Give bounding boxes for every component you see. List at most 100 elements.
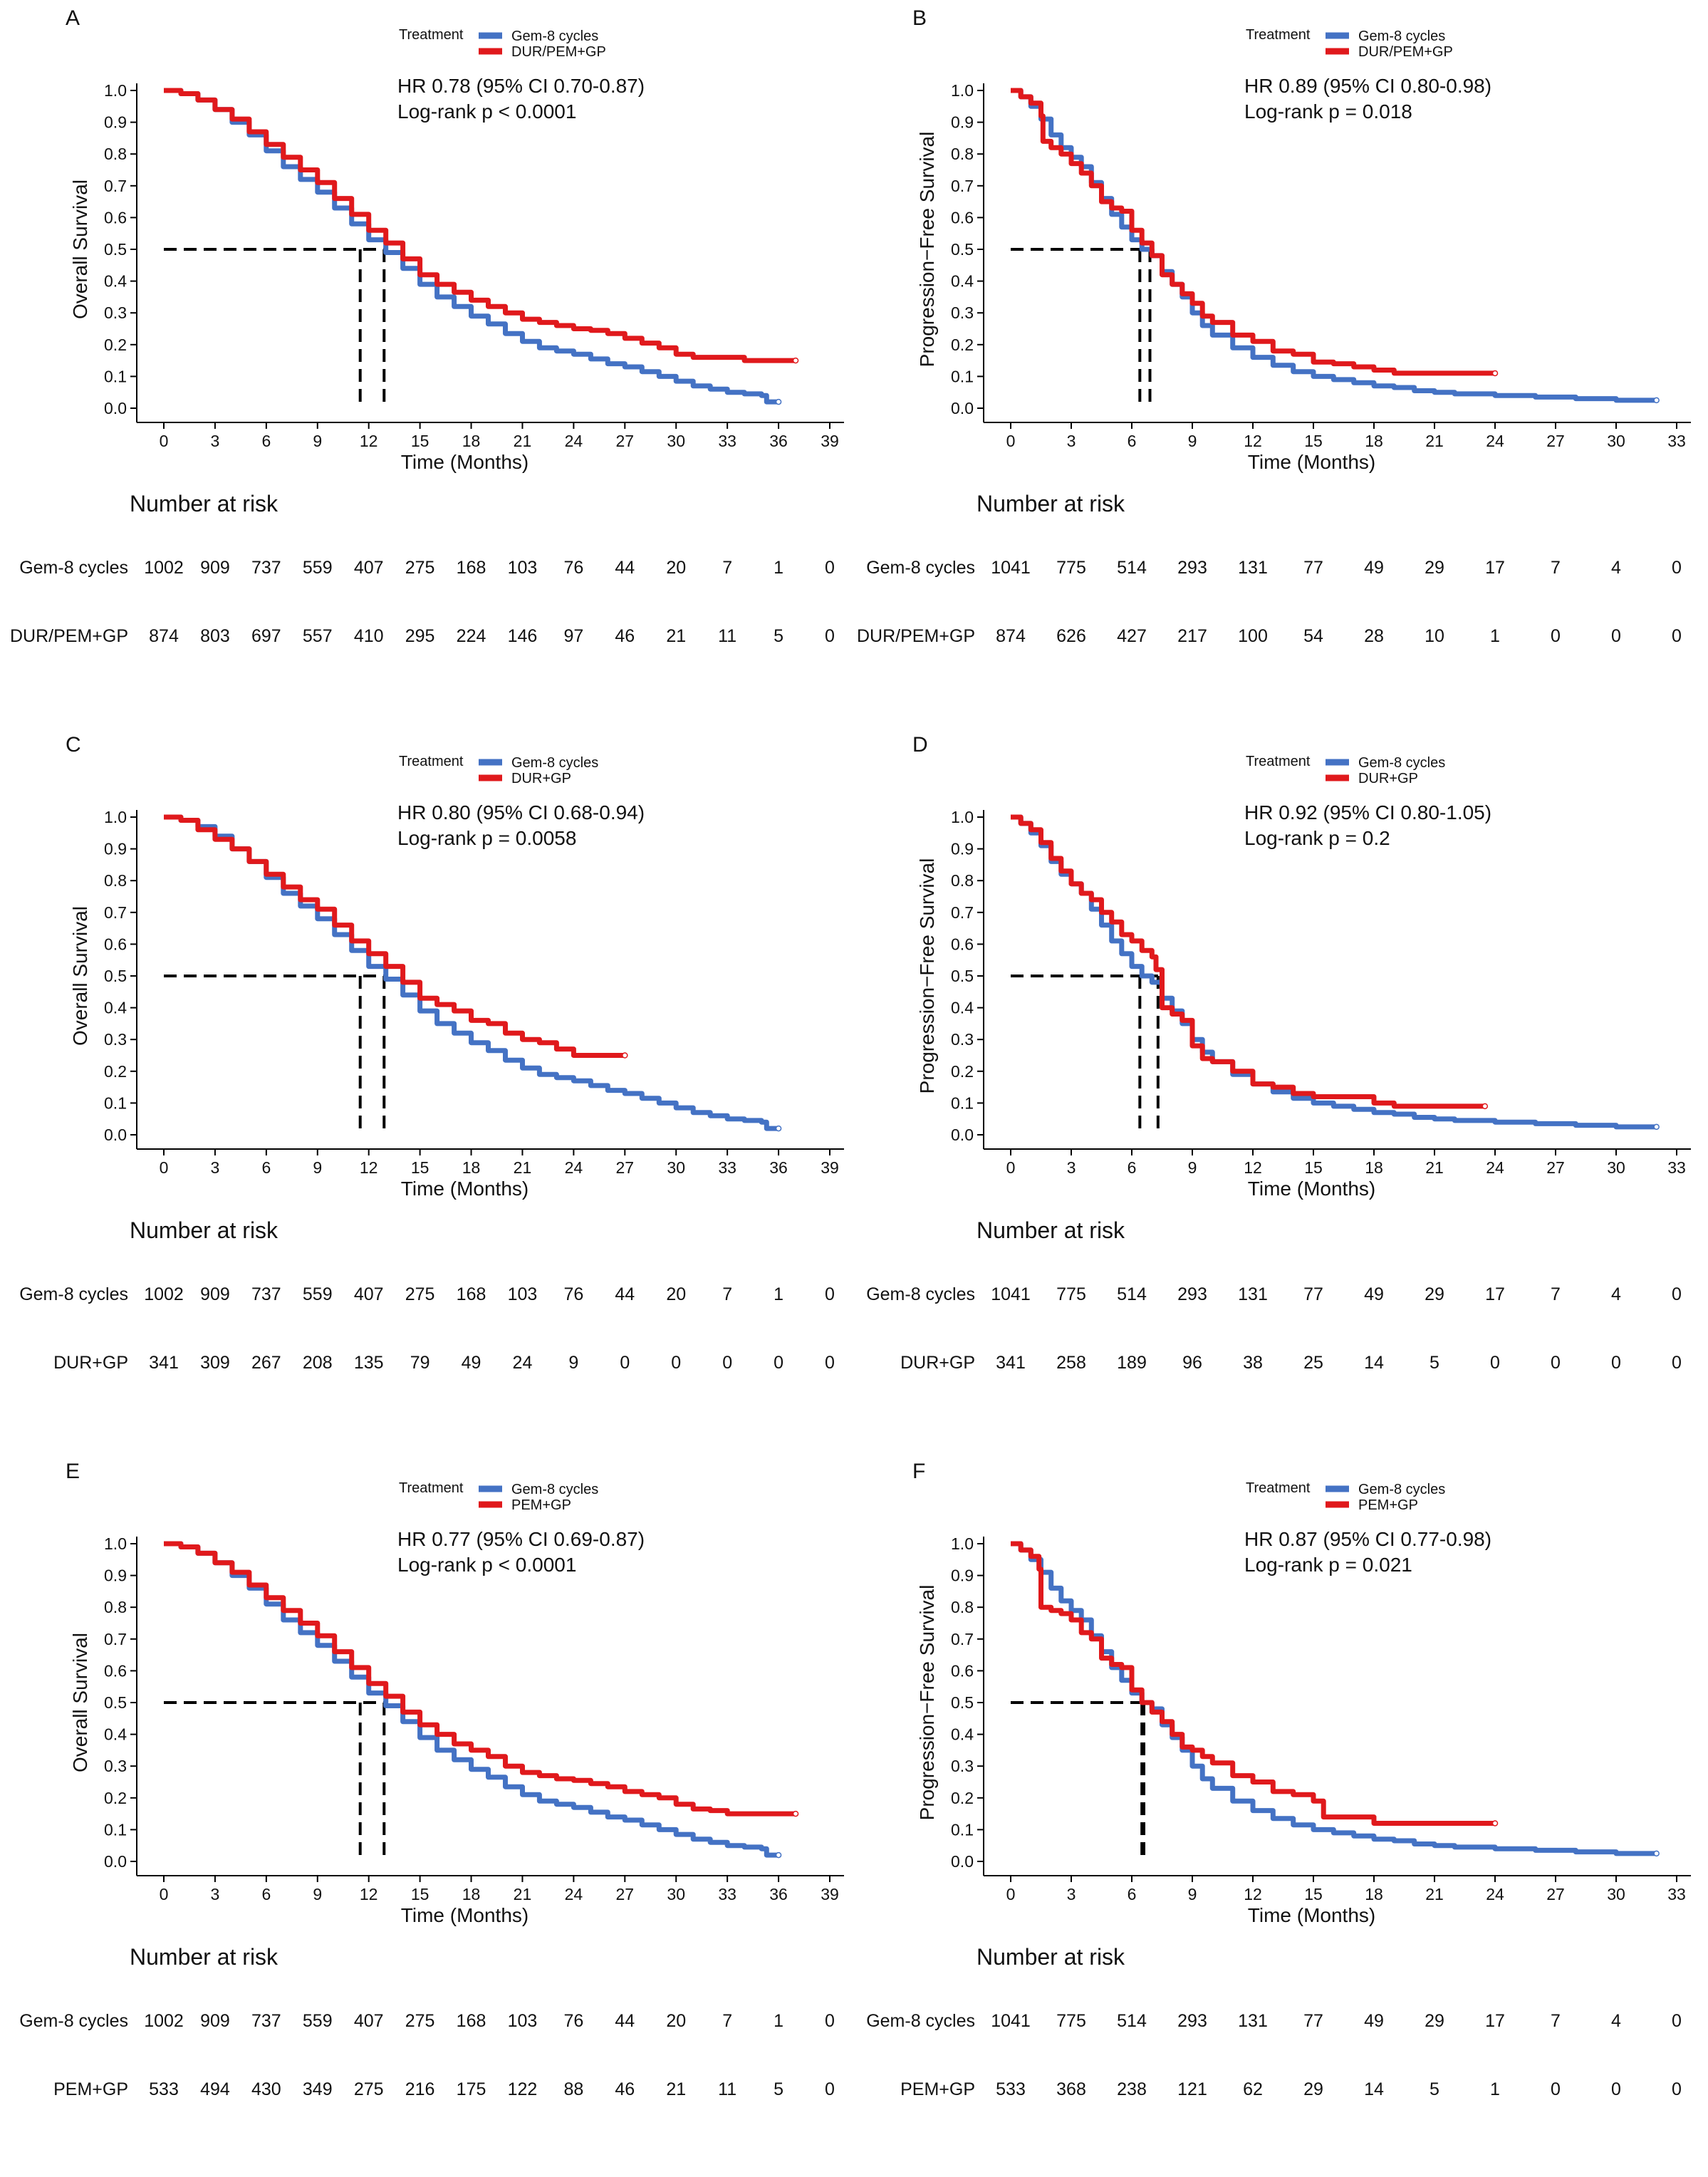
risk-table-title: Number at risk: [977, 1217, 1125, 1243]
y-tick-label: 0.8: [104, 145, 127, 163]
y-tick-label: 0.4: [104, 1725, 127, 1744]
x-tick-label: 12: [360, 1885, 378, 1903]
x-tick-label: 3: [211, 1885, 220, 1903]
x-tick-label: 0: [160, 432, 169, 450]
risk-cell: 275: [405, 2011, 435, 2031]
x-tick-label: 24: [565, 1885, 583, 1903]
risk-cell: 407: [354, 558, 384, 578]
risk-cell: 76: [563, 2011, 583, 2031]
risk-cell: 0: [774, 1353, 783, 1373]
risk-cell: 341: [996, 1353, 1026, 1373]
x-axis-title: Time (Months): [401, 1904, 528, 1926]
risk-cell: 737: [251, 2011, 281, 2031]
risk-row-label: DUR+GP: [900, 1353, 975, 1373]
risk-cell: 77: [1303, 558, 1323, 578]
y-tick-label: 0.0: [951, 1126, 974, 1144]
y-tick-label: 0.1: [104, 1093, 127, 1112]
survival-curve-pem-gp: [1011, 1541, 1495, 1826]
risk-cell: 0: [1551, 2079, 1561, 2099]
x-tick-label: 12: [1244, 432, 1262, 450]
legend-label: PEM+GP: [511, 1497, 571, 1513]
x-tick-label: 12: [1244, 1885, 1262, 1903]
risk-table-title: Number at risk: [977, 491, 1125, 516]
y-axis-title: Overall Survival: [69, 1633, 91, 1772]
risk-cell: 62: [1243, 2079, 1263, 2099]
x-tick-label: 0: [160, 1885, 169, 1903]
risk-cell: 46: [615, 626, 635, 646]
x-tick-label: 0: [1006, 432, 1016, 450]
survival-curve-gem-8-cycles: [1011, 88, 1657, 403]
risk-cell: 533: [996, 2079, 1026, 2099]
legend-label: DUR+GP: [1358, 771, 1418, 786]
x-tick-label: 12: [360, 432, 378, 450]
logrank-p-text: Log-rank p = 0.2: [1244, 827, 1390, 849]
risk-cell: 430: [251, 2079, 281, 2099]
risk-cell: 309: [200, 1353, 230, 1373]
x-tick-label: 6: [261, 432, 271, 450]
risk-cell: 275: [405, 558, 435, 578]
risk-cell: 7: [722, 1284, 732, 1304]
risk-cell: 267: [251, 1353, 281, 1373]
y-tick-label: 0.5: [951, 1693, 974, 1712]
risk-cell: 368: [1056, 2079, 1086, 2099]
panel-letter: C: [66, 733, 81, 757]
risk-cell: 238: [1117, 2079, 1147, 2099]
risk-cell: 909: [200, 2011, 230, 2031]
risk-cell: 1: [774, 2011, 783, 2031]
y-tick-label: 0.2: [951, 336, 974, 354]
risk-cell: 14: [1364, 2079, 1384, 2099]
x-tick-label: 6: [1128, 432, 1137, 450]
x-tick-label: 12: [1244, 1158, 1262, 1177]
legend-label: Gem-8 cycles: [511, 1482, 598, 1497]
survival-curve-gem-8-cycles: [1011, 1541, 1657, 1856]
risk-cell: 29: [1425, 2011, 1444, 2031]
survival-curve-gem-8-cycles: [164, 1541, 779, 1858]
risk-row-label: Gem-8 cycles: [866, 2011, 975, 2031]
risk-row-label: PEM+GP: [53, 2079, 128, 2099]
x-tick-label: 18: [1365, 432, 1383, 450]
risk-cell: 29: [1425, 1284, 1444, 1304]
risk-cell: 10: [1425, 626, 1444, 646]
y-tick-label: 0.7: [104, 903, 127, 922]
risk-cell: 131: [1238, 558, 1268, 578]
x-tick-label: 0: [1006, 1158, 1016, 1177]
survival-curve-gem-8-cycles: [164, 88, 779, 405]
x-tick-label: 9: [1188, 1885, 1197, 1903]
risk-cell: 121: [1177, 2079, 1207, 2099]
y-tick-label: 0.7: [104, 177, 127, 195]
y-tick-label: 0.0: [951, 399, 974, 417]
risk-cell: 44: [615, 558, 635, 578]
survival-curve-dur-gp: [1011, 814, 1485, 1109]
logrank-p-text: Log-rank p < 0.0001: [397, 100, 576, 123]
x-tick-label: 18: [462, 1885, 481, 1903]
risk-cell: 17: [1485, 2011, 1505, 2031]
x-tick-label: 21: [1425, 432, 1444, 450]
risk-cell: 224: [457, 626, 486, 646]
legend-label: DUR/PEM+GP: [511, 44, 606, 60]
legend-label: DUR/PEM+GP: [1358, 44, 1453, 60]
y-tick-label: 0.9: [951, 1566, 974, 1585]
risk-table-title: Number at risk: [130, 1217, 278, 1243]
y-tick-label: 1.0: [951, 808, 974, 826]
risk-cell: 103: [508, 2011, 538, 2031]
risk-cell: 0: [1490, 1353, 1500, 1373]
risk-cell: 1: [1490, 626, 1500, 646]
risk-cell: 29: [1425, 558, 1444, 578]
risk-cell: 1: [1490, 2079, 1500, 2099]
risk-cell: 77: [1303, 1284, 1323, 1304]
risk-cell: 0: [1672, 1353, 1682, 1373]
legend-title: Treatment: [1246, 27, 1311, 43]
risk-table-title: Number at risk: [130, 491, 278, 516]
y-tick-label: 0.9: [951, 840, 974, 858]
x-tick-label: 0: [1006, 1885, 1016, 1903]
panel-letter: F: [912, 1460, 925, 1483]
y-tick-label: 0.8: [951, 871, 974, 890]
risk-cell: 168: [457, 1284, 486, 1304]
x-tick-label: 15: [411, 1158, 429, 1177]
panel-d: D Treatment Gem-8 cycles DUR+GP HR 0.92 (95%…: [847, 727, 1701, 1450]
y-tick-label: 1.0: [104, 81, 127, 100]
y-tick-label: 0.5: [104, 967, 127, 985]
risk-cell: 514: [1117, 1284, 1147, 1304]
risk-cell: 349: [303, 2079, 333, 2099]
